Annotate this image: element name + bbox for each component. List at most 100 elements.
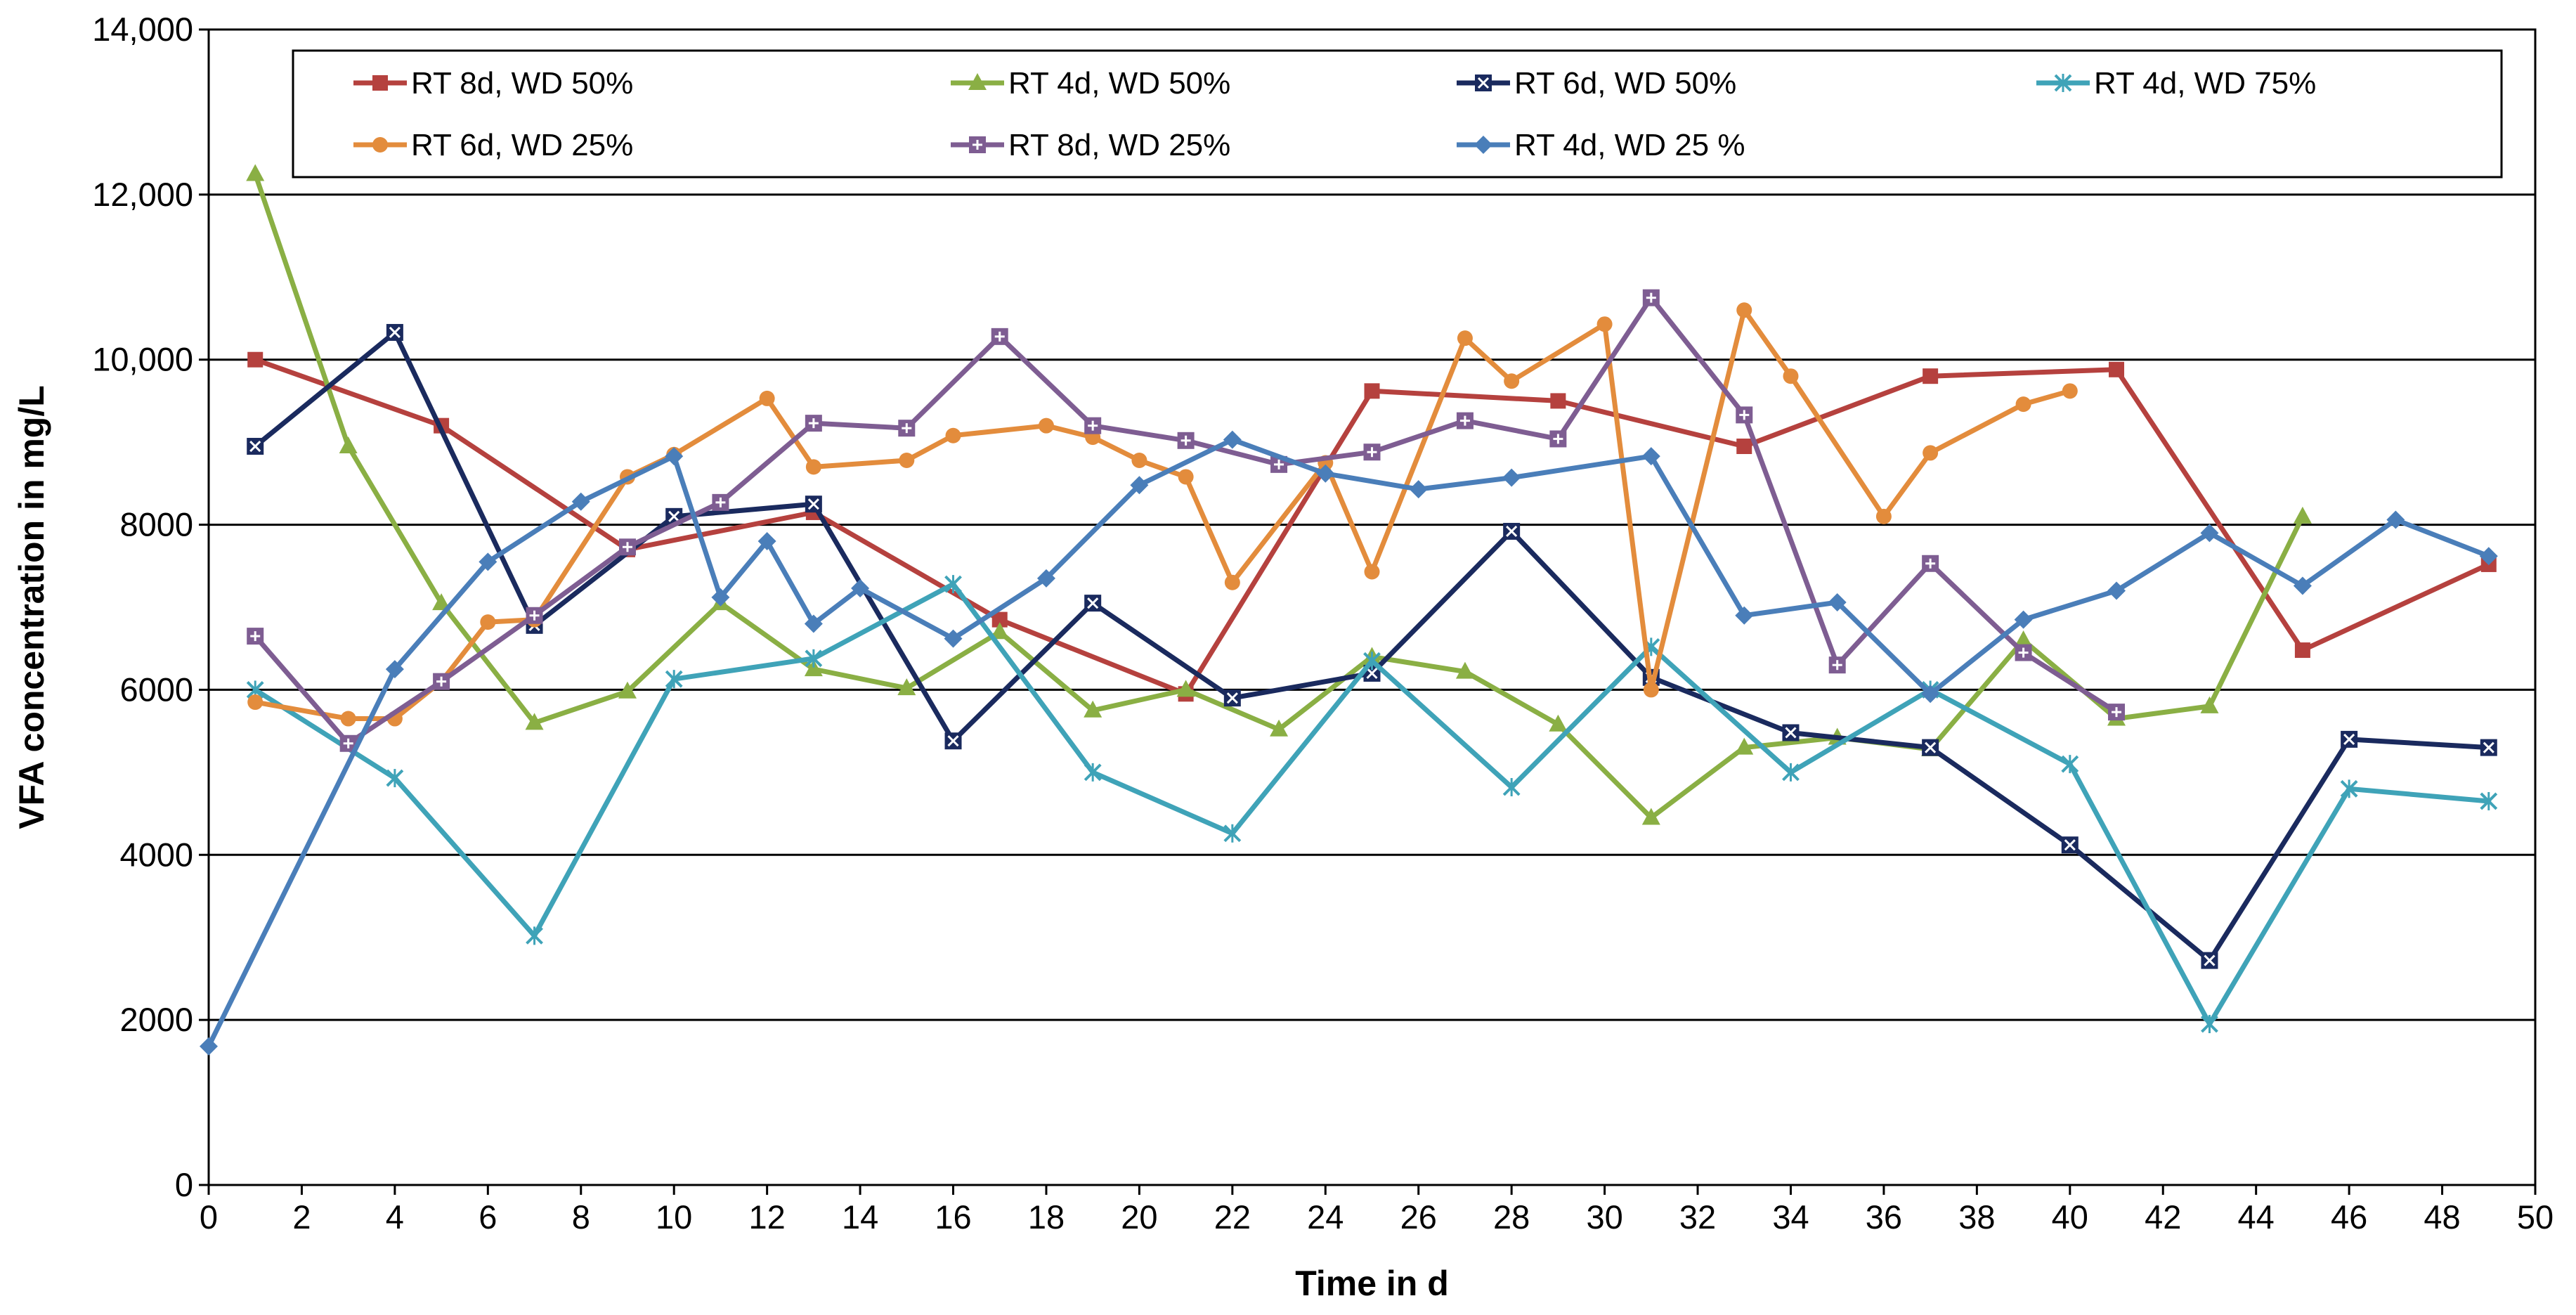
- legend-marker-swatch: [372, 137, 388, 153]
- legend-marker-swatch: [968, 73, 987, 90]
- data-point-rt-6d-wd-25: [1457, 330, 1473, 346]
- x-tick-label: 48: [2424, 1198, 2460, 1236]
- data-point-rt-6d-wd-25: [1736, 302, 1752, 318]
- data-point-rt-4d-wd-50: [1549, 714, 1568, 732]
- x-tick-label: 4: [386, 1198, 404, 1236]
- data-point-rt-6d-wd-25: [1224, 574, 1240, 590]
- x-tick-label: 10: [656, 1198, 692, 1236]
- legend-label: RT 6d, WD 25%: [411, 128, 633, 162]
- x-tick-label: 28: [1493, 1198, 1530, 1236]
- data-point-rt-4d-wd-75: [1223, 824, 1242, 843]
- data-point-rt-4d-wd-25: [1921, 685, 1940, 704]
- data-point-rt-6d-wd-25: [899, 452, 915, 468]
- data-point-rt-4d-wd-25: [1316, 464, 1335, 483]
- data-point-rt-4d-wd-50: [525, 713, 544, 730]
- data-point-rt-4d-wd-25: [944, 629, 963, 648]
- legend-item-rt-4d-wd-25: RT 4d, WD 25 %: [1457, 128, 1745, 162]
- data-point-rt-6d-wd-50: [1922, 739, 1939, 756]
- data-point-rt-8d-wd-50: [247, 351, 264, 368]
- data-point-rt-8d-wd-25: [1922, 555, 1939, 572]
- data-point-rt-8d-wd-25: [618, 538, 636, 556]
- x-tick-label: 16: [935, 1198, 971, 1236]
- series-rt-4d-wd-50: [246, 164, 2312, 825]
- x-axis-title: Time in d: [1295, 1264, 1449, 1303]
- data-point-rt-4d-wd-75: [2340, 779, 2358, 798]
- data-point-rt-4d-wd-50: [1735, 737, 1754, 755]
- data-point-rt-8d-wd-50: [2294, 642, 2310, 659]
- legend-label: RT 4d, WD 75%: [2094, 66, 2316, 101]
- data-point-rt-6d-wd-25: [759, 390, 775, 406]
- data-point-rt-8d-wd-25: [991, 328, 1008, 345]
- data-point-rt-8d-wd-25: [1642, 289, 1660, 306]
- data-point-rt-4d-wd-50: [804, 659, 823, 677]
- data-point-rt-6d-wd-50: [805, 495, 822, 513]
- x-tick-label: 22: [1214, 1198, 1251, 1236]
- x-tick-label: 8: [572, 1198, 590, 1236]
- x-tick-label: 44: [2238, 1198, 2275, 1236]
- series-rt-8d-wd-25: [247, 289, 2126, 752]
- data-point-rt-8d-wd-50: [991, 611, 1008, 628]
- data-point-rt-6d-wd-25: [1131, 452, 1147, 468]
- data-point-rt-6d-wd-50: [1782, 724, 1800, 741]
- data-point-rt-8d-wd-25: [712, 493, 729, 511]
- data-point-rt-6d-wd-25: [805, 459, 821, 475]
- data-point-rt-4d-wd-75: [2480, 791, 2498, 810]
- data-point-rt-4d-wd-25: [1036, 569, 1055, 588]
- data-point-rt-6d-wd-25: [2062, 383, 2078, 399]
- legend-item-rt-8d-wd-50: RT 8d, WD 50%: [353, 66, 633, 101]
- x-tick-label: 20: [1121, 1198, 1157, 1236]
- x-tick-label: 2: [292, 1198, 311, 1236]
- data-point-rt-4d-wd-50: [1455, 661, 1474, 679]
- data-point-rt-4d-wd-25: [2200, 524, 2219, 543]
- data-point-rt-4d-wd-75: [526, 926, 543, 945]
- legend-label: RT 4d, WD 50%: [1008, 66, 1230, 101]
- data-point-rt-6d-wd-25: [247, 694, 264, 711]
- data-point-rt-8d-wd-25: [1084, 417, 1102, 434]
- data-point-rt-4d-wd-75: [1782, 763, 1800, 782]
- data-point-rt-4d-wd-25: [665, 447, 684, 466]
- data-point-rt-6d-wd-25: [1875, 508, 1892, 524]
- data-point-rt-8d-wd-50: [1736, 439, 1752, 455]
- data-point-rt-4d-wd-25: [1223, 430, 1242, 449]
- y-tick-label: 2000: [119, 1001, 193, 1038]
- legend-marker-swatch: [2054, 74, 2072, 92]
- data-point-rt-4d-wd-25: [2293, 576, 2312, 595]
- legend-marker-swatch: [1475, 75, 1492, 91]
- data-point-rt-8d-wd-25: [433, 673, 450, 690]
- data-point-rt-6d-wd-25: [340, 711, 356, 727]
- data-point-rt-6d-wd-50: [1084, 595, 1102, 612]
- legend-box: [292, 49, 2503, 179]
- data-point-rt-6d-wd-25: [480, 614, 496, 630]
- data-point-rt-4d-wd-25: [1502, 468, 1521, 487]
- data-point-rt-4d-wd-50: [2293, 506, 2312, 524]
- data-point-rt-4d-wd-25: [571, 492, 590, 511]
- x-tick-label: 40: [2052, 1198, 2088, 1236]
- x-tick-label: 30: [1586, 1198, 1622, 1236]
- legend-item-rt-8d-wd-25: RT 8d, WD 25%: [951, 128, 1230, 162]
- data-point-rt-4d-wd-25: [1735, 606, 1754, 625]
- data-point-rt-6d-wd-50: [944, 732, 962, 750]
- y-tick-label: 0: [175, 1166, 193, 1203]
- x-tick-label: 32: [1679, 1198, 1716, 1236]
- data-point-rt-4d-wd-25: [1409, 480, 1428, 499]
- data-point-rt-8d-wd-50: [2109, 361, 2125, 377]
- data-point-rt-6d-wd-50: [386, 323, 403, 341]
- data-point-rt-4d-wd-75: [386, 769, 404, 788]
- legend: RT 8d, WD 50% RT 4d, WD 50% RT 6d, WD 50% R…: [292, 49, 2503, 179]
- data-point-rt-4d-wd-75: [1502, 777, 1521, 796]
- y-tick-label: 14,000: [92, 11, 193, 48]
- data-point-rt-8d-wd-50: [1364, 383, 1380, 399]
- data-point-rt-6d-wd-25: [1504, 373, 1520, 389]
- data-point-rt-6d-wd-25: [1038, 417, 1054, 434]
- data-point-rt-4d-wd-25: [2107, 581, 2126, 600]
- data-point-rt-8d-wd-25: [1549, 430, 1567, 448]
- data-series: [200, 164, 2498, 1056]
- data-point-rt-4d-wd-50: [1176, 680, 1195, 697]
- data-point-rt-6d-wd-50: [2341, 730, 2358, 748]
- data-point-rt-4d-wd-25: [2386, 510, 2405, 529]
- data-point-rt-6d-wd-25: [1364, 564, 1380, 580]
- x-tick-label: 12: [748, 1198, 785, 1236]
